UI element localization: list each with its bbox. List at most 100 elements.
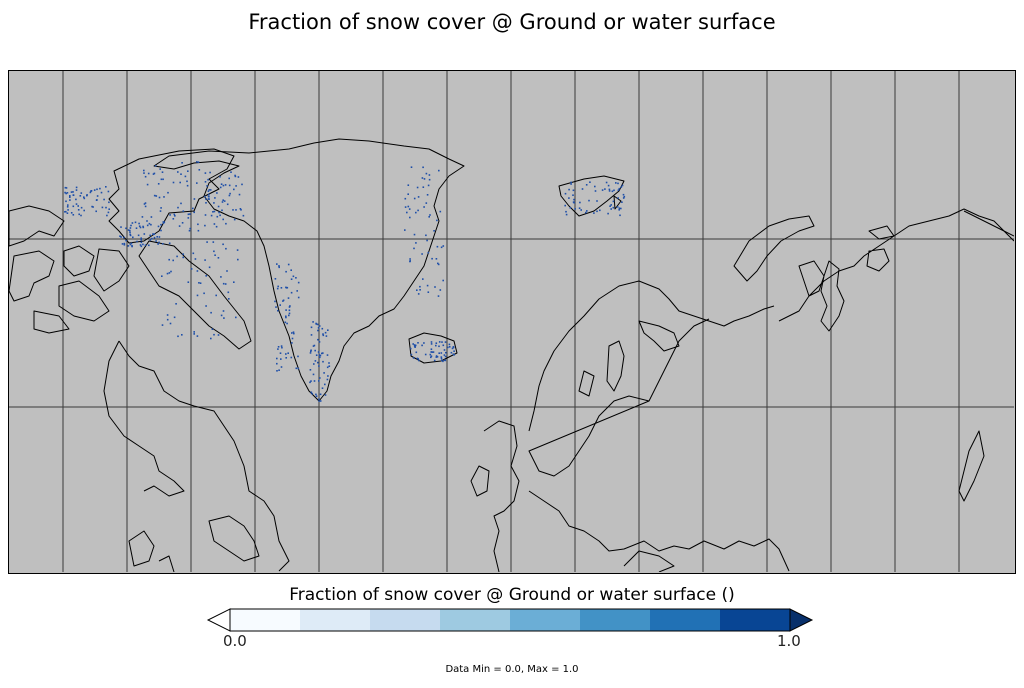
snow-pixel (428, 216, 430, 218)
snow-pixel (140, 241, 143, 244)
snow-pixel (157, 225, 160, 228)
coastline-labrador (128, 530, 175, 572)
snow-pixel (453, 354, 455, 356)
snow-pixel (69, 199, 71, 201)
snow-pixel (223, 317, 225, 319)
snow-pixel (179, 181, 181, 184)
snow-pixel (604, 188, 606, 190)
snow-pixel (198, 169, 201, 171)
snow-pixel (69, 196, 71, 198)
snow-pixel (309, 352, 312, 354)
snow-pixel (326, 354, 329, 356)
snow-pixel (144, 205, 147, 208)
snow-pixel (287, 352, 289, 354)
snow-pixel (309, 369, 312, 371)
snow-pixel (159, 210, 162, 212)
coastline-baffin (138, 240, 252, 350)
snow-pixel (91, 205, 93, 208)
coastline-russia-east (958, 210, 1014, 502)
coastline-europe-south (528, 490, 790, 572)
snow-pixel (319, 393, 322, 396)
snow-pixel (157, 183, 160, 185)
snow-pixel (290, 356, 293, 359)
snow-pixel (182, 210, 185, 212)
snow-pixel (137, 234, 140, 237)
snow-pixel (80, 206, 83, 209)
coastline-scandinavia (528, 280, 775, 477)
snow-pixel (75, 189, 78, 191)
snow-pixel (70, 191, 73, 193)
snow-pixel (175, 303, 177, 305)
snow-pixel (178, 225, 181, 227)
snow-pixel (219, 186, 222, 189)
snow-pixel (168, 242, 171, 245)
snow-pixel (407, 193, 409, 195)
coastline-russia-north (778, 208, 1014, 332)
snow-pixel (314, 360, 317, 362)
snow-pixel (96, 195, 99, 197)
snow-pixel (123, 244, 126, 246)
snow-pixel (419, 289, 421, 291)
snow-pixel (423, 178, 426, 180)
snow-pixel (206, 241, 208, 243)
snow-pixel (214, 254, 216, 256)
snow-pixel (453, 350, 455, 352)
snow-pixel (189, 227, 191, 230)
snow-pixel (160, 223, 162, 226)
snow-pixel (194, 258, 197, 260)
snow-pixel (322, 333, 324, 335)
snow-pixel (317, 329, 319, 332)
snow-pixel (425, 172, 428, 175)
snow-pixel (125, 227, 127, 230)
snow-pixel (426, 194, 429, 196)
snow-pixel (220, 183, 223, 185)
snow-pixel (207, 198, 210, 200)
snow-pixel (285, 357, 287, 359)
snow-pixel (437, 263, 440, 266)
snow-pixel (322, 352, 324, 354)
snow-pixel (442, 245, 445, 247)
snow-pixel (580, 209, 582, 211)
snow-pixel (193, 211, 195, 214)
snow-pixel (75, 186, 78, 189)
snow-pixel (147, 172, 150, 175)
snow-pixel (309, 381, 311, 384)
snow-pixel (288, 309, 291, 312)
snow-pixel (187, 170, 189, 172)
snow-pixel (222, 199, 224, 201)
snow-pixel (438, 169, 440, 172)
snow-pixel (222, 184, 225, 187)
snow-pixel (65, 210, 67, 213)
snow-pixel (66, 192, 69, 194)
snow-pixel (208, 193, 210, 196)
snow-pixel (149, 239, 152, 241)
snow-pixel (160, 229, 162, 232)
snow-pixel (142, 243, 144, 246)
snow-pixel (431, 351, 434, 353)
snow-pixel (414, 345, 416, 347)
snow-pixel (184, 175, 187, 178)
snow-pixel (106, 214, 108, 217)
snow-pixel (196, 294, 199, 297)
snow-pixel (451, 347, 454, 350)
snow-pixel (83, 209, 85, 212)
snow-pixel (170, 270, 172, 273)
snow-pixel (315, 395, 318, 397)
snow-pixel (205, 305, 207, 307)
colorbar-under-arrow (206, 608, 231, 632)
snow-pixel (180, 173, 182, 175)
snow-pixel (434, 286, 436, 288)
snow-pixel (431, 257, 433, 260)
snow-pixel (219, 176, 221, 178)
snow-pixel (228, 184, 231, 187)
snow-pixel (138, 225, 141, 227)
snow-pixel (293, 332, 295, 335)
snow-pixel (297, 367, 300, 370)
snow-pixel (161, 324, 164, 326)
snow-pixel (276, 287, 279, 290)
snow-pixel (105, 186, 107, 188)
snow-pixel (445, 351, 447, 354)
snow-pixel (284, 321, 287, 324)
snow-pixel (410, 166, 413, 168)
snow-pixel (144, 202, 147, 204)
